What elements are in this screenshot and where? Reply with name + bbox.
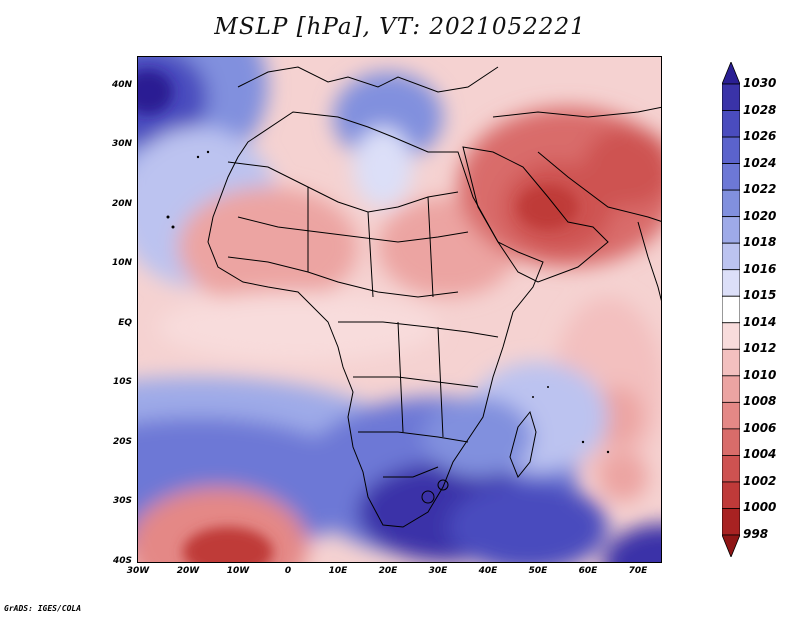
lon-label-30w: 30W <box>126 566 150 576</box>
lat-label-40n: 40N <box>111 80 132 90</box>
colorbar-level-label: 998 <box>743 527 769 541</box>
colorbar-level-label: 1014 <box>743 314 777 329</box>
lat-label-20n: 20N <box>111 199 132 209</box>
lon-label-30e: 30E <box>428 566 448 576</box>
colorbar-level-label: 1026 <box>743 129 777 144</box>
lon-label-70e: 70E <box>628 566 648 576</box>
colorbar-level-label: 1024 <box>743 155 777 170</box>
lat-label-10s: 10S <box>112 377 132 387</box>
colorbar-box <box>722 189 740 218</box>
colorbar-box <box>722 508 740 536</box>
colorbar-box <box>722 348 740 377</box>
colorbar-level-label: 1028 <box>743 102 777 117</box>
colorbar-level-label: 1016 <box>743 261 777 276</box>
low-core-atlantic <box>183 527 273 562</box>
lon-label-20e: 20E <box>378 566 398 576</box>
colorbar-box <box>722 295 740 324</box>
lon-label-50e: 50E <box>528 566 548 576</box>
lat-label-30s: 30S <box>112 496 132 506</box>
lat-label-10n: 10N <box>111 258 132 268</box>
colorbar-box <box>722 83 740 111</box>
colorbar-box <box>722 428 740 456</box>
colorbar-level-label: 1002 <box>743 473 777 488</box>
colorbar-box <box>722 136 740 164</box>
colorbar-box <box>722 163 740 191</box>
colorbar-level-label: 1006 <box>743 420 777 435</box>
lon-label-20w: 20W <box>176 566 200 576</box>
colorbar-box <box>722 269 740 297</box>
lat-label-20s: 20S <box>112 437 132 447</box>
chart-title: MSLP [hPa], VT: 2021052221 <box>214 14 586 40</box>
colorbar-level-label: 1008 <box>743 394 777 409</box>
lat-label-eq: EQ <box>118 318 132 328</box>
low-core-arabia <box>518 185 578 229</box>
colorbar-box <box>722 110 740 138</box>
footer-credit: GrADS: IGES/COLA <box>4 604 82 613</box>
colorbar-level-label: 1012 <box>743 341 777 356</box>
colorbar-bottom-arrow <box>722 534 740 557</box>
colorbar-box <box>722 322 740 350</box>
islands <box>166 150 610 454</box>
colorbar-level-label: 1030 <box>743 76 777 90</box>
colorbar-box <box>722 216 740 244</box>
colorbar-level-label: 1018 <box>743 235 777 250</box>
lon-label-40e: 40E <box>478 566 498 576</box>
lon-label-10e: 10E <box>328 566 348 576</box>
colorbar <box>722 62 740 557</box>
colorbar-level-label: 1000 <box>743 500 777 515</box>
colorbar-box <box>722 401 740 430</box>
lon-label-0: 0 <box>284 566 292 576</box>
colorbar-box <box>722 455 740 483</box>
lon-label-60e: 60E <box>578 566 598 576</box>
colorbar-box <box>722 242 740 271</box>
colorbar-level-label: 1022 <box>743 182 777 197</box>
lat-label-30n: 30N <box>111 139 132 149</box>
lat-label-40s: 40S <box>112 556 132 566</box>
colorbar-box <box>722 375 740 403</box>
lon-label-10w: 10W <box>226 566 250 576</box>
pressure-map <box>137 56 662 563</box>
high-core-north-atlantic <box>138 70 173 114</box>
coastlines <box>207 66 661 528</box>
colorbar-level-label: 1004 <box>743 447 777 462</box>
colorbar-level-label: 1015 <box>743 288 777 303</box>
colorbar-box <box>722 481 740 509</box>
colorbar-level-label: 1010 <box>743 367 777 382</box>
colorbar-level-label: 1020 <box>743 208 777 223</box>
colorbar-top-arrow <box>722 62 740 85</box>
